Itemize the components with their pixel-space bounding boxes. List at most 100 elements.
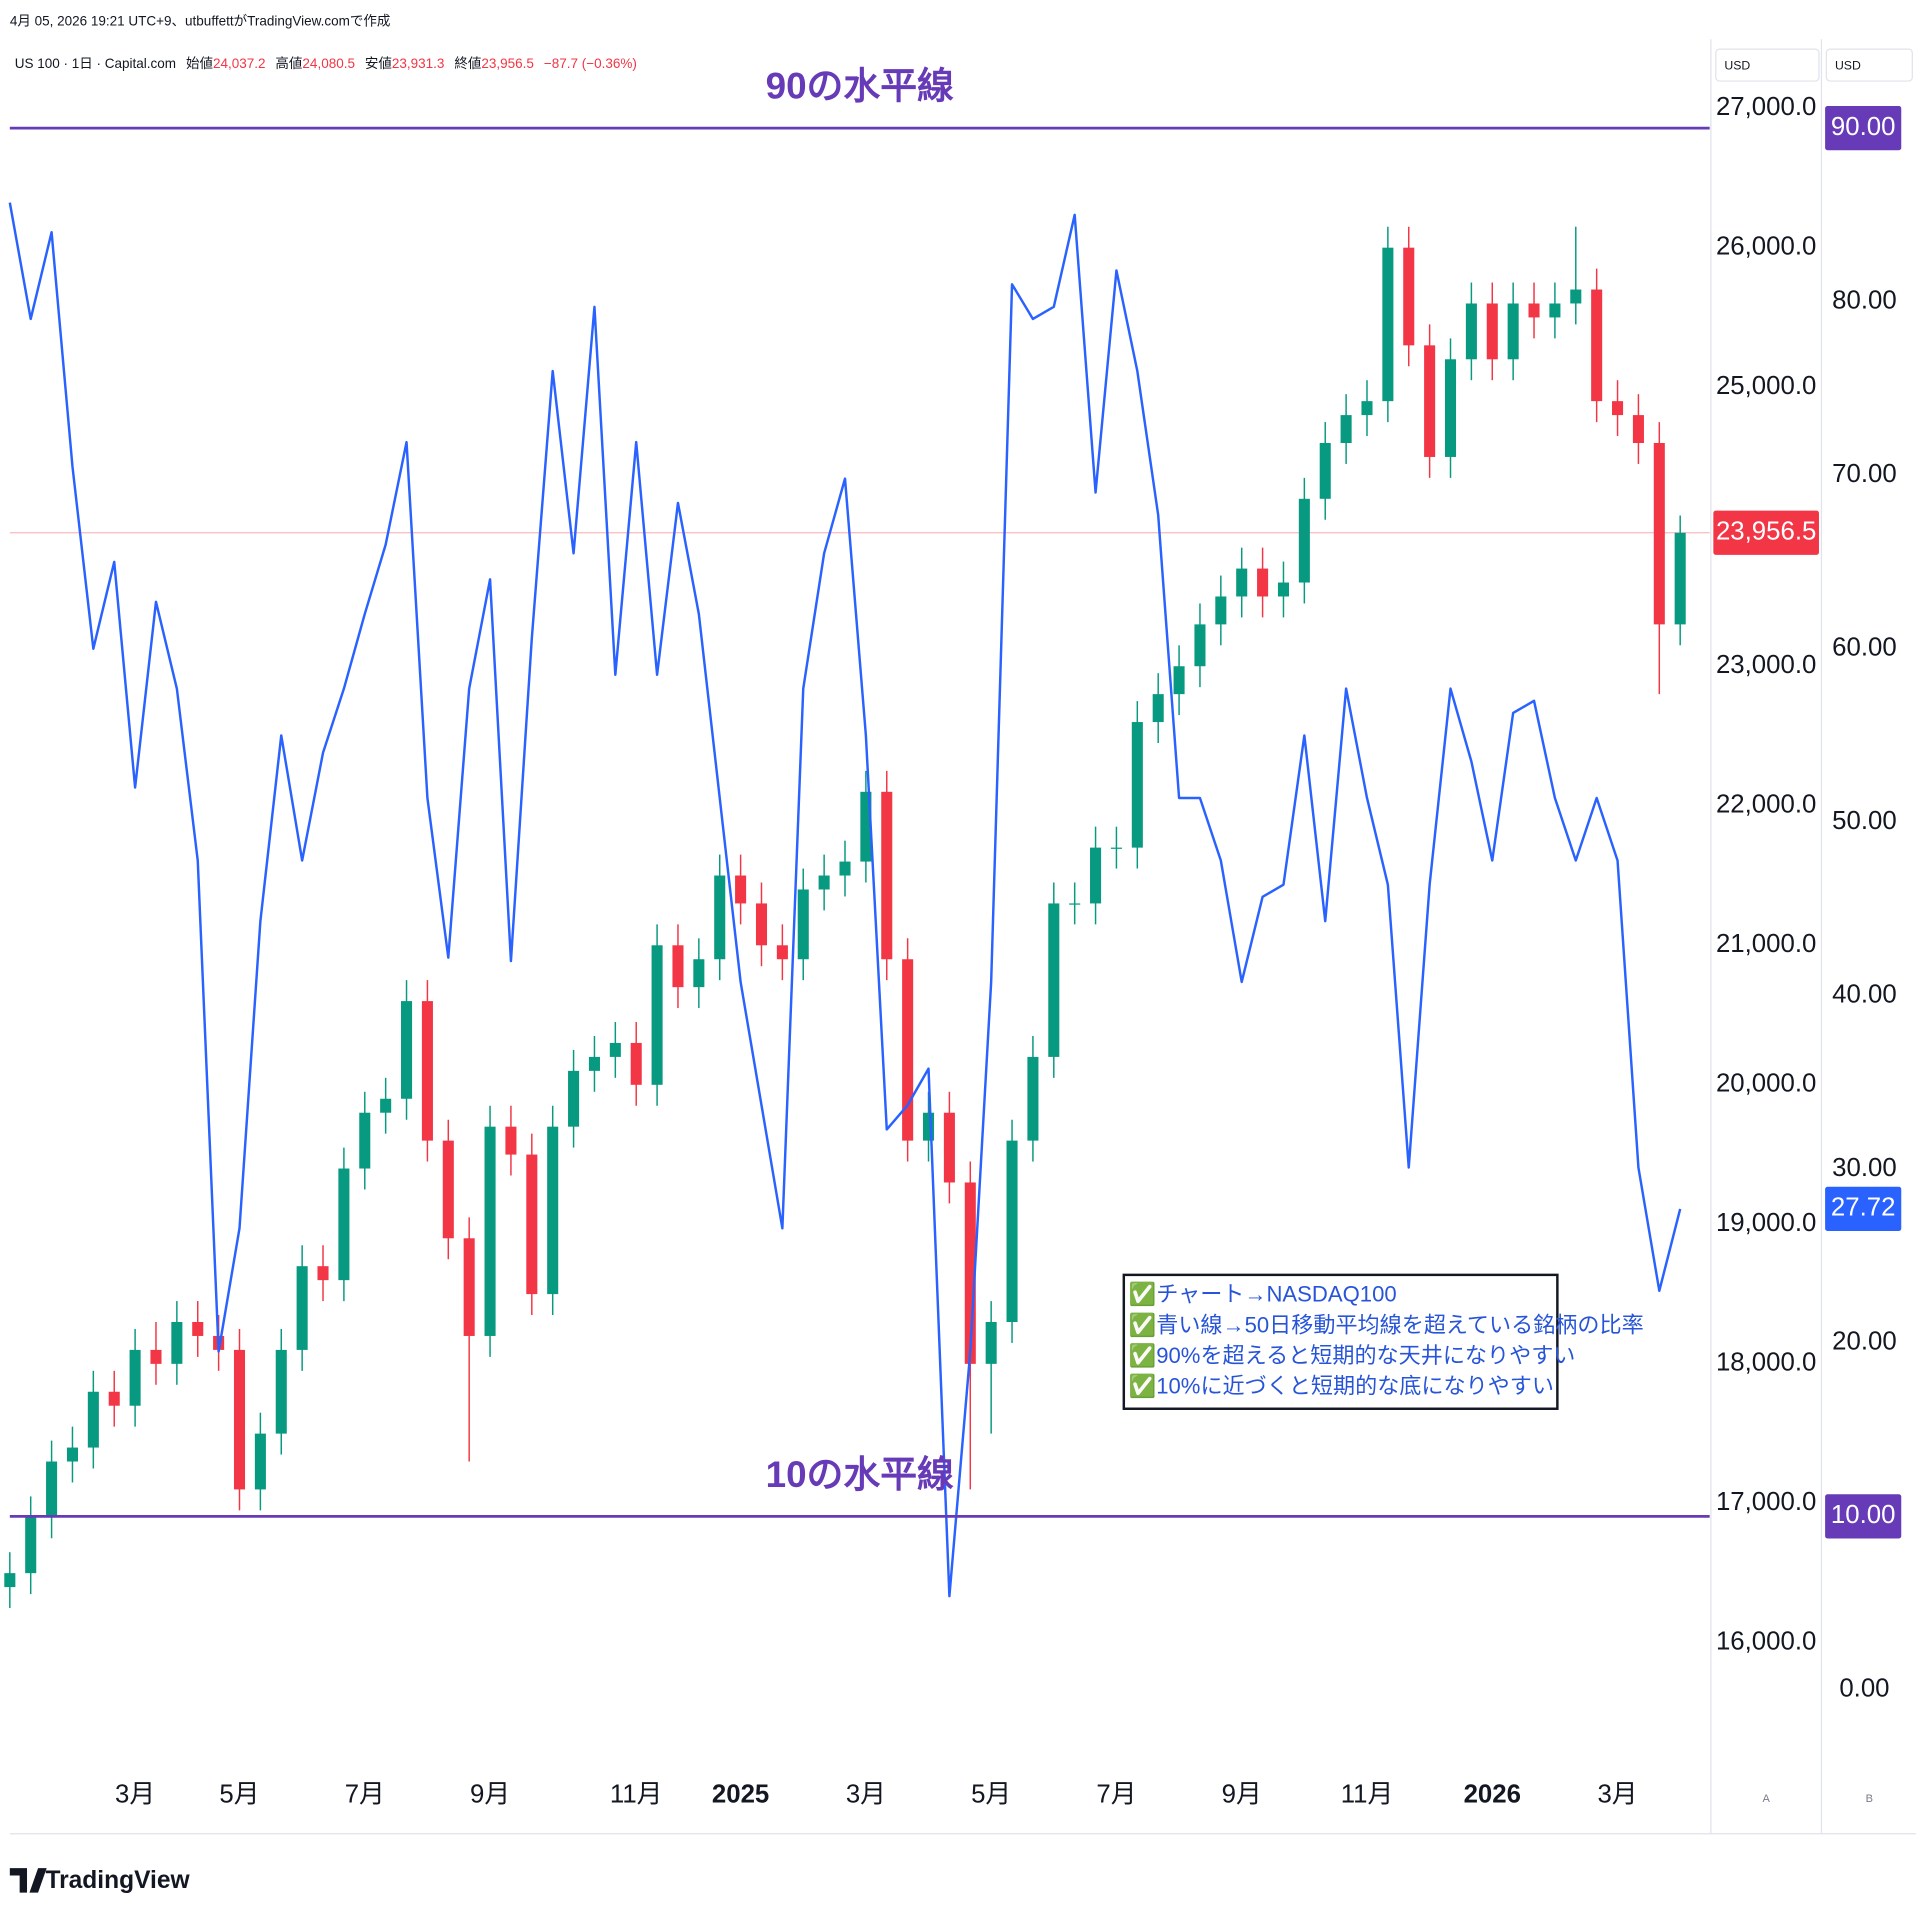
candle-body	[1424, 345, 1436, 457]
symbol: US 100 · 1日 · Capital.com	[15, 55, 176, 70]
candle-body	[943, 1112, 955, 1183]
y-tick-label: 25,000.0	[1716, 372, 1816, 400]
currency[interactable]: USD	[1835, 59, 1861, 73]
candle-body	[568, 1070, 580, 1127]
y-tick-label: 19,000.0	[1716, 1209, 1816, 1237]
y2-tick-label: 20.00	[1832, 1328, 1897, 1356]
candle-body	[401, 1001, 413, 1099]
candle-body	[1612, 401, 1624, 416]
candle-body	[87, 1391, 99, 1448]
candle-body	[233, 1349, 246, 1490]
candle-body	[1653, 443, 1665, 625]
x-tick-label: 2025	[712, 1780, 769, 1808]
candle-body	[1257, 568, 1269, 597]
candle-body	[380, 1098, 392, 1113]
annotation-line: ✅チャート→NASDAQ100	[1129, 1281, 1397, 1307]
ohlc-label: 始値	[186, 55, 213, 70]
candle-body	[651, 945, 663, 1085]
candle-body	[881, 791, 893, 960]
y-tick-label: 20,000.0	[1716, 1070, 1816, 1098]
y-tick-label: 22,000.0	[1716, 791, 1816, 819]
candle-body	[1340, 415, 1352, 444]
candle-body	[66, 1447, 78, 1462]
candle-body	[254, 1433, 266, 1490]
currency[interactable]: USD	[1724, 59, 1750, 73]
candle-body	[1570, 289, 1582, 304]
candle-body	[4, 1573, 16, 1588]
created-note: 4月 05, 2026 19:21 UTC+9、utbuffettがTradin…	[10, 14, 391, 29]
candle-body	[547, 1126, 559, 1295]
candle-body	[1090, 847, 1102, 904]
x-tick-label: 11月	[1341, 1780, 1394, 1808]
candle-body	[755, 903, 768, 946]
ohlc-label: 安値	[365, 55, 392, 70]
candle-body	[421, 1001, 433, 1141]
axis-tag	[1825, 105, 1902, 151]
candle-body	[171, 1321, 183, 1364]
candle-body	[1486, 303, 1498, 360]
candle-body	[1507, 303, 1519, 360]
candle-body	[839, 861, 851, 876]
ohlc-value: 23,931.3	[392, 55, 445, 70]
candle-body	[192, 1321, 204, 1336]
y-tick-label: 21,000.0	[1716, 930, 1816, 958]
horizontal-line-caption: 10の水平線	[766, 1454, 954, 1495]
currency-box[interactable]	[1715, 48, 1820, 82]
candle-body	[964, 1182, 976, 1364]
candle-body	[1152, 694, 1164, 723]
annotation-line: ✅90%を超えると短期的な天井になりやすい	[1129, 1342, 1576, 1368]
candle-body	[1048, 903, 1060, 1057]
currency-box[interactable]	[1825, 48, 1913, 82]
candle-body	[588, 1056, 600, 1071]
y-tick-label: 27,000.0	[1716, 93, 1816, 121]
candle-body	[1403, 247, 1415, 346]
x-tick-label: 2026	[1464, 1780, 1521, 1808]
x-tick-label: 3月	[846, 1780, 886, 1808]
candles	[4, 226, 1686, 1609]
x-tick-label: 3月	[115, 1780, 155, 1808]
candle-body	[1528, 303, 1540, 318]
candle-body	[1027, 1056, 1039, 1141]
candle-body	[714, 875, 726, 960]
y-tick-label: 23,000.0	[1716, 651, 1816, 679]
logo-icon	[9, 1868, 47, 1893]
x-tick-label: 5月	[219, 1780, 259, 1808]
candle-body	[776, 945, 788, 960]
scale-button[interactable]: A	[1762, 1793, 1770, 1805]
candle-body	[902, 959, 914, 1141]
candle-body	[630, 1042, 642, 1085]
price-tag-label: 23,956.5	[1716, 518, 1816, 546]
candle-body	[1549, 303, 1561, 318]
candle-body	[484, 1126, 496, 1336]
candle-body	[359, 1112, 371, 1169]
candle-body	[1632, 415, 1644, 444]
candle-body	[1298, 498, 1310, 583]
candle-body	[1110, 847, 1122, 849]
candle-body	[860, 791, 872, 862]
y2-tick-label: 0.00	[1839, 1675, 1889, 1703]
candle-body	[1382, 247, 1394, 402]
candle-body	[1215, 596, 1227, 625]
ohlc-value: 24,037.2	[213, 55, 266, 70]
scale-button[interactable]: B	[1866, 1793, 1873, 1805]
brand-logo: TradingView	[9, 1867, 190, 1894]
ratio-line	[8, 202, 1682, 1598]
candle-body	[985, 1321, 997, 1364]
candle-body	[1591, 289, 1603, 402]
ratio-tag	[1825, 1186, 1902, 1231]
annotation: ✅チャート→NASDAQ100 ✅青い線→50日移動平均線を超えている銘柄の比率 ✅…	[1122, 1273, 1644, 1410]
candle-body	[1444, 359, 1457, 457]
x-tick-label: 3月	[1597, 1780, 1637, 1808]
candle-body	[1319, 443, 1331, 499]
x-tick-label: 7月	[345, 1780, 385, 1808]
candle-body	[25, 1517, 37, 1574]
y2-tick-label: 80.00	[1832, 286, 1897, 314]
candle-body	[693, 959, 705, 988]
annotation-line: ✅10%に近づくと短期的な底になりやすい	[1129, 1373, 1554, 1399]
candle-body	[338, 1168, 350, 1281]
y-tick-label: 17,000.0	[1716, 1488, 1816, 1516]
brand: TradingView	[45, 1867, 190, 1894]
legend: US 100 · 1日 · Capital.com 始値24,037.2 高値2…	[15, 54, 637, 70]
candle-body	[442, 1140, 454, 1239]
y2-tick-label: 30.00	[1832, 1154, 1897, 1182]
